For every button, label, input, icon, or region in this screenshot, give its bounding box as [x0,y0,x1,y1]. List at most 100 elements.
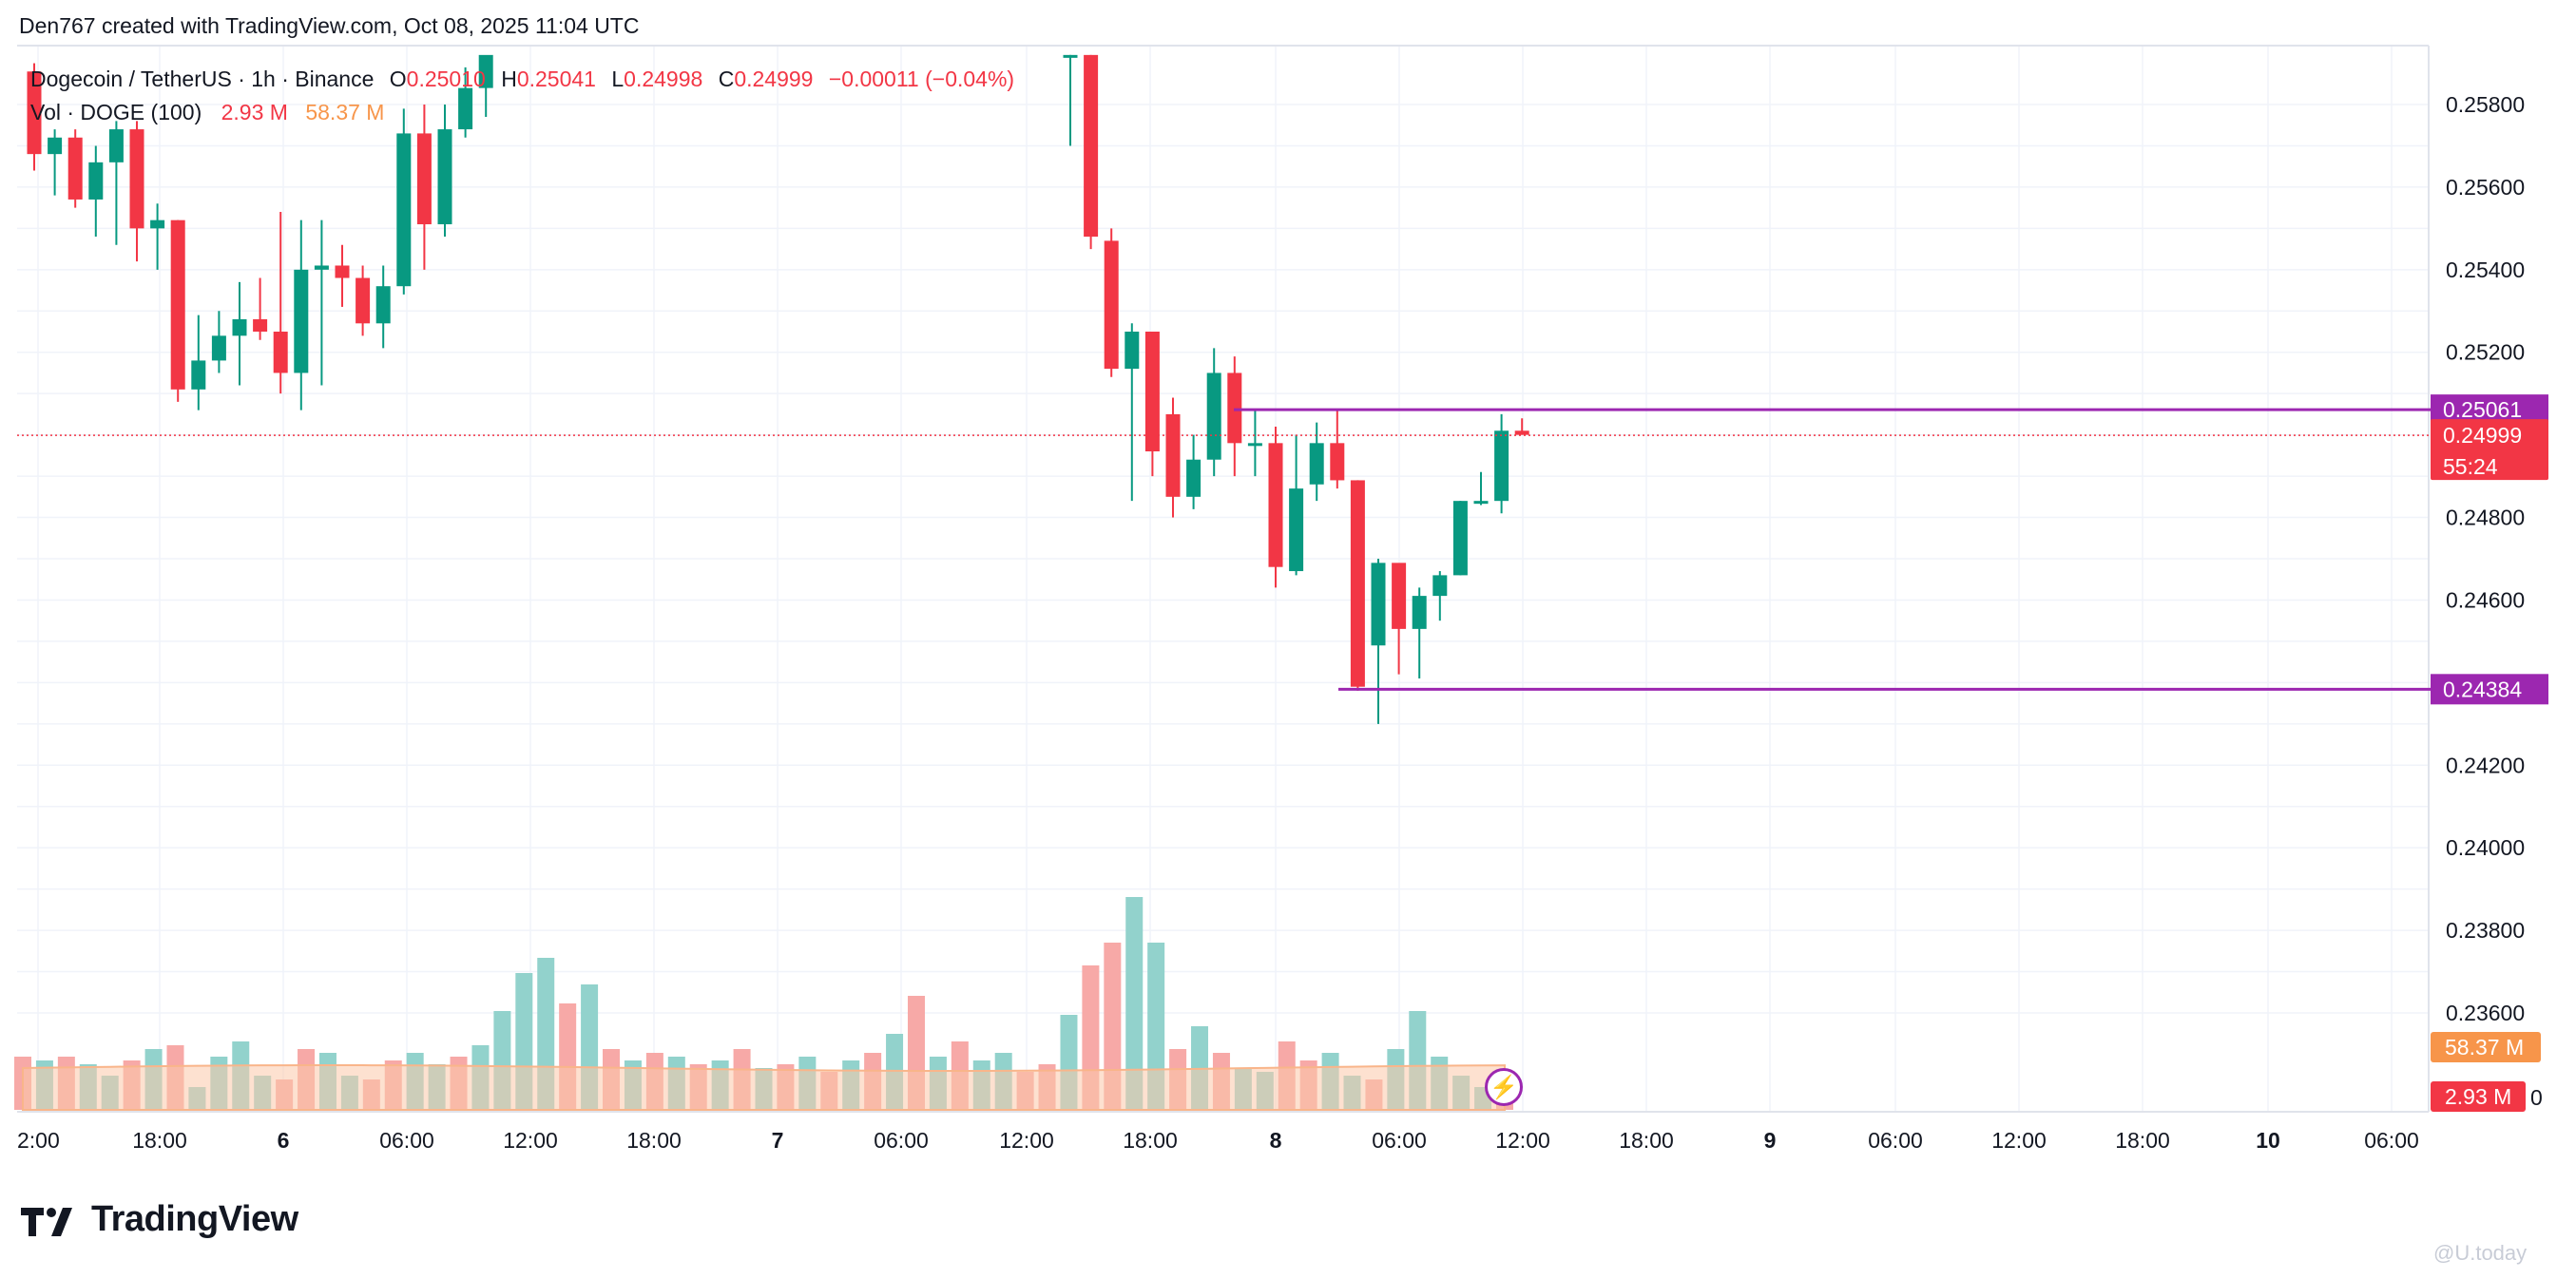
candle-body [1206,372,1221,460]
volume-label[interactable]: Vol · DOGE (100) [30,100,202,124]
volume-bar [1147,943,1165,1110]
attribution-text: Den767 created with TradingView.com, Oct… [19,13,640,38]
candle-body [27,71,42,155]
high-label: H [501,67,517,91]
candle-body [1514,430,1529,435]
tradingview-logo[interactable]: TradingView [21,1199,298,1240]
price-tick-label: 0.23600 [2446,1001,2525,1025]
candle-body [170,220,185,390]
candle-body [1165,413,1181,497]
time-tick-label: 18:00 [1123,1128,1178,1153]
time-tick-label: 6 [278,1128,290,1153]
price-tick-label: 0.25400 [2446,258,2525,282]
candle-body [232,318,247,336]
countdown-text: 55:24 [2443,454,2498,479]
candle-body [294,269,309,373]
tradingview-brand: TradingView [91,1199,298,1239]
candle-body [1125,332,1140,370]
last-price-badge [2431,419,2548,481]
price-tick-label: 0.24000 [2446,835,2525,860]
candle-body [416,133,432,225]
candle-body [1350,480,1365,687]
price-tick-label: 0.24600 [2446,587,2525,612]
vol-ma-badge-text: 58.37 M [2445,1035,2524,1059]
volume-bar [1125,897,1144,1110]
candle-layer [27,54,1529,724]
tradingview-logo-icon [21,1207,72,1236]
high-value: 0.25041 [516,67,596,91]
candle-body [1309,443,1324,485]
candle-body [1330,443,1345,481]
time-tick-label: 9 [1764,1128,1777,1153]
time-tick-label: 06:00 [874,1128,929,1153]
candle-body [437,129,452,225]
time-tick-label: 18:00 [626,1128,682,1153]
candle-body [1268,443,1283,567]
candle-body [1104,240,1119,370]
time-tick-label: 18:00 [132,1128,187,1153]
candle-body [1392,563,1407,629]
open-label: O [389,67,407,91]
time-tick-label: 12:00 [503,1128,558,1153]
candle-body [88,162,104,200]
hidden-tick-label: 0 [2530,1085,2543,1110]
low-label: L [611,67,625,91]
change-value: −0.00011 (−0.04%) [828,67,1015,91]
candle-body [108,129,124,162]
candle-body [1473,501,1489,505]
candle-body [314,265,329,270]
volume-ma-area [22,1063,1506,1111]
time-tick-label: 7 [772,1128,784,1153]
candle-body [253,318,268,332]
volume-value: 2.93 M [221,100,288,124]
level-badge-text: 0.24384 [2443,677,2522,701]
candle-body [67,137,83,200]
vol-ma-badge [2431,1032,2541,1062]
time-tick-label: 12:00 [999,1128,1054,1153]
time-tick-label: 06:00 [1868,1128,1923,1153]
price-tick-label: 0.25600 [2446,175,2525,200]
low-value: 0.24998 [624,67,703,91]
candle-body [1144,332,1160,452]
time-tick-label: 2:00 [17,1128,60,1153]
candle-body [1494,430,1509,502]
level-badge-support [2431,674,2548,705]
candle-body [1371,563,1386,646]
candle-body [150,220,165,229]
candle-body [48,137,63,155]
candle-body [1289,488,1304,572]
candle-body [1084,54,1099,238]
time-tick-label: 18:00 [1619,1128,1674,1153]
price-tick-label: 0.23800 [2446,918,2525,943]
candle-body [273,332,288,373]
time-tick-label: 06:00 [379,1128,434,1153]
time-tick-label: 12:00 [1991,1128,2047,1153]
price-tick-label: 0.25800 [2446,92,2525,117]
time-tick-label: 06:00 [2364,1128,2419,1153]
level-layer: 0.25061 0.24384 0.24999 55:24 58.37 M 0 2.93 M [17,394,2548,1112]
candle-body [129,129,144,229]
candle-body [211,335,226,361]
close-label: C [718,67,735,91]
candle-body [1063,54,1078,58]
chart-grid [17,45,2430,1113]
volume-legend: Vol · DOGE (100) 2.93 M 58.37 M [30,100,384,125]
price-tick-label: 0.24200 [2446,753,2525,777]
candle-body [1432,575,1448,597]
candle-body [356,277,371,324]
price-tick-label: 0.25200 [2446,340,2525,365]
candle-body [396,133,412,287]
symbol-legend: Dogecoin / TetherUS · 1h · Binance O 0.25… [30,67,1014,92]
vol-badge-text: 2.93 M [2445,1084,2511,1109]
watermark: @U.today [2433,1241,2528,1265]
time-tick-label: 8 [1270,1128,1282,1153]
volume-ma-value: 58.37 M [305,100,385,124]
candle-body [191,360,206,390]
level-badge-text: 0.25061 [2443,397,2522,422]
time-tick-label: 18:00 [2115,1128,2170,1153]
candle-body [375,286,391,324]
symbol-title[interactable]: Dogecoin / TetherUS · 1h · Binance [30,67,375,91]
replay-icon[interactable]: ⚡ [1485,1068,1523,1106]
close-value: 0.24999 [734,67,814,91]
